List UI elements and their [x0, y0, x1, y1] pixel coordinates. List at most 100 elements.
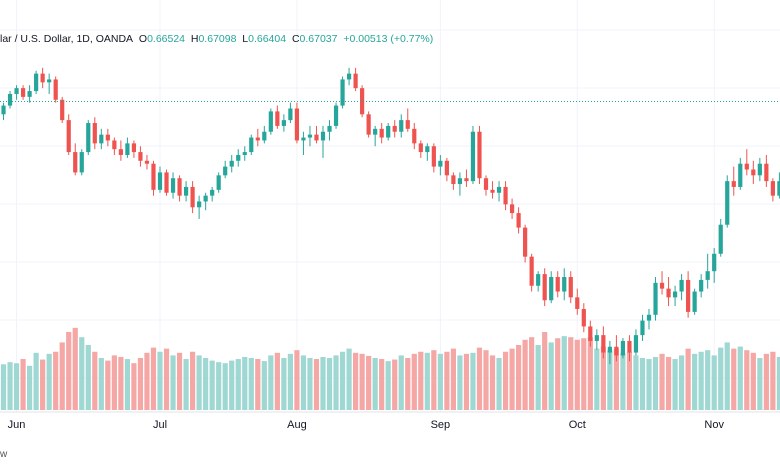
candle-body: [653, 282, 658, 315]
volume-bar: [222, 363, 228, 410]
volume-bar: [235, 359, 241, 410]
candle-body: [53, 79, 58, 100]
candle-body: [536, 274, 541, 286]
volume-bar: [711, 355, 717, 410]
candle-body: [1, 105, 6, 115]
candle-body: [301, 137, 306, 141]
candle-body: [464, 178, 469, 182]
candle-body: [659, 282, 665, 289]
candle-body: [177, 178, 182, 196]
candle-body: [457, 178, 463, 185]
candle-body: [333, 105, 339, 126]
candle-body: [47, 79, 52, 83]
candle-body: [620, 340, 626, 356]
candle-body: [14, 88, 19, 94]
candle-body: [438, 160, 443, 167]
candle-body: [594, 335, 599, 341]
volume-bar: [255, 359, 261, 410]
volume-bar: [183, 359, 189, 410]
volume-bar: [652, 356, 659, 410]
high-label: H: [190, 33, 199, 45]
price-candles: [1, 67, 780, 365]
volume-bar: [385, 361, 391, 410]
volume-bar: [190, 351, 196, 410]
candle-body: [503, 186, 508, 205]
candle-body: [777, 181, 780, 196]
volume-bar: [568, 337, 574, 410]
candle-body: [320, 131, 326, 141]
candle-body: [275, 111, 280, 126]
symbol-label: lar / U.S. Dollar, 1D, OANDA: [0, 33, 134, 45]
volume-bar: [613, 348, 619, 410]
candle-body: [542, 274, 547, 301]
watermark-text: w: [0, 449, 8, 460]
candle-body: [744, 163, 749, 170]
x-tick-label: Jul: [153, 419, 167, 431]
candle-body: [386, 125, 391, 138]
volume-bar: [529, 337, 535, 410]
candle-body: [144, 160, 150, 164]
volume-bar: [483, 350, 489, 410]
volume-bar: [111, 355, 117, 410]
candle-body: [281, 120, 286, 126]
candle-body: [7, 93, 13, 106]
volume-bar: [679, 355, 685, 410]
candle-body: [131, 143, 137, 153]
volume-bar: [470, 352, 476, 410]
volume-bar: [502, 351, 509, 410]
volume-bar: [203, 358, 209, 410]
candle-body: [255, 137, 260, 141]
volume-bar: [339, 351, 346, 410]
volume-bar: [665, 356, 672, 410]
candle-body: [73, 152, 78, 173]
x-tick-label: Jun: [8, 419, 26, 431]
volume-bar: [72, 327, 78, 410]
candle-body: [203, 195, 208, 202]
candle-body: [118, 149, 123, 155]
volume-bar: [626, 351, 633, 410]
volume-bar: [131, 363, 137, 410]
volume-bar: [659, 353, 665, 410]
volume-bar: [20, 359, 26, 410]
candle-body: [60, 99, 65, 121]
candle-body: [392, 125, 397, 132]
candle-body: [575, 297, 580, 309]
volume-bar: [620, 352, 626, 410]
volume-bar: [516, 345, 522, 410]
candle-body: [307, 134, 313, 138]
high-value: 0.67098: [198, 33, 237, 45]
candle-body: [516, 213, 521, 228]
candle-body: [249, 137, 254, 153]
volume-bar: [294, 350, 300, 410]
volume-bar: [724, 342, 730, 410]
candle-body: [614, 346, 619, 356]
candle-body: [764, 163, 769, 182]
volume-bar: [248, 358, 254, 410]
candle-body: [92, 123, 97, 144]
volume-bar: [639, 358, 646, 410]
candle-body: [190, 186, 195, 208]
volume-bar: [692, 353, 698, 410]
candle-body: [425, 146, 430, 153]
volume-bar: [555, 338, 561, 410]
volume-bar: [463, 353, 470, 410]
candle-body: [294, 108, 300, 141]
volume-bar: [118, 356, 124, 410]
candle-body: [268, 111, 273, 132]
candle-body: [353, 73, 358, 89]
ohlc-legend: lar / U.S. Dollar, 1D, OANDA O0.66524 H0…: [0, 33, 433, 45]
candle-body: [562, 277, 567, 292]
candle-body: [451, 175, 456, 185]
volume-bar: [444, 351, 450, 410]
volume-bar: [411, 353, 417, 410]
volume-bar: [7, 362, 13, 410]
volume-bar: [548, 342, 554, 410]
volume-bar: [98, 358, 104, 410]
volume-bar: [242, 356, 248, 410]
volume-bar: [59, 342, 65, 410]
volume-bar: [320, 356, 326, 410]
candle-body: [646, 314, 652, 321]
candle-body: [477, 131, 482, 179]
volume-bar: [685, 348, 691, 410]
